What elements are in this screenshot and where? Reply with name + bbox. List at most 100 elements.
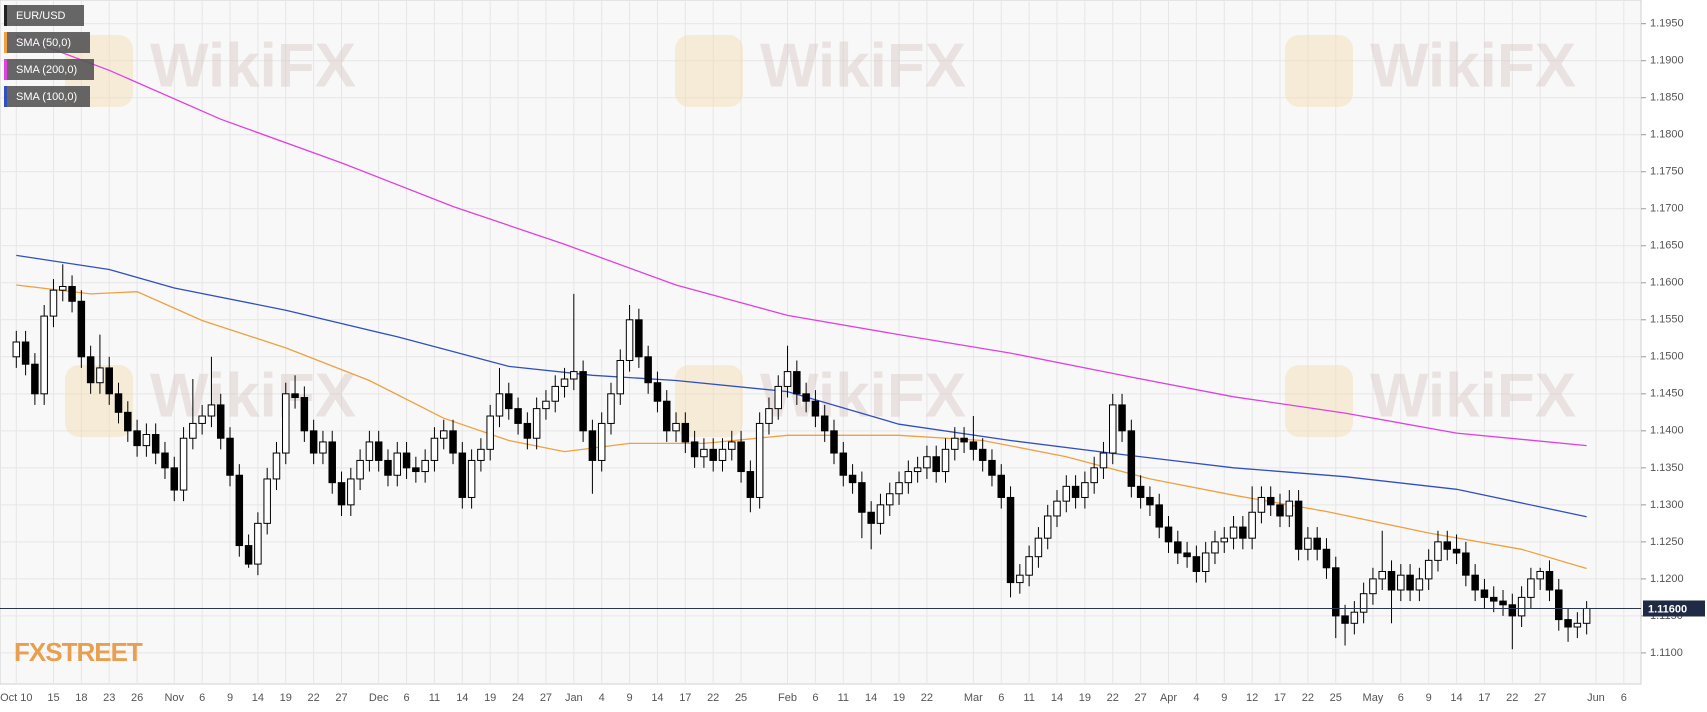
candle-body xyxy=(161,452,169,469)
candle-body xyxy=(282,393,290,454)
candle-body xyxy=(969,441,978,450)
candle-body xyxy=(133,430,141,447)
current-price-box xyxy=(1643,600,1705,617)
candle-body xyxy=(597,422,606,461)
x-tick-label: 11 xyxy=(838,692,849,704)
candle-body xyxy=(1499,600,1507,606)
candle-body xyxy=(904,471,913,484)
legend-label: SMA (200,0) xyxy=(16,64,77,76)
candle-body xyxy=(142,434,151,447)
candle-body xyxy=(523,422,532,439)
candle-body xyxy=(1164,526,1173,543)
marks xyxy=(0,34,1641,650)
x-tick-label: Feb xyxy=(778,692,797,704)
candle-body xyxy=(941,448,950,473)
x-tick-label: 4 xyxy=(1193,692,1199,704)
x-tick-label: 22 xyxy=(308,692,320,704)
x-tick-label: 14 xyxy=(1450,692,1462,704)
candle-body xyxy=(439,430,448,439)
watermark-logo xyxy=(675,35,743,107)
legend-box xyxy=(4,59,94,80)
y-tick-label: 1.1700 xyxy=(1650,203,1684,215)
candle-body xyxy=(700,448,708,458)
candle-body xyxy=(216,404,225,439)
candle-body xyxy=(988,459,996,476)
candle-body xyxy=(681,422,690,443)
candle-body xyxy=(718,448,727,461)
candle-body xyxy=(728,441,736,450)
logo: FXSTREET xyxy=(14,637,143,667)
candle-body xyxy=(1239,526,1247,539)
x-tick-label: 22 xyxy=(1506,692,1518,704)
candle-body xyxy=(1564,619,1572,628)
candle-body xyxy=(12,341,21,358)
x-tick-label: Jan xyxy=(565,692,583,704)
candle-body xyxy=(923,456,931,469)
x-tick-label: 22 xyxy=(921,692,933,704)
x-tick-label: 19 xyxy=(1079,692,1091,704)
candle-body xyxy=(291,393,299,399)
candle-body xyxy=(170,467,179,491)
candle-body xyxy=(77,300,86,358)
y-tick-label: 1.1350 xyxy=(1650,462,1684,474)
candle-body xyxy=(635,319,643,358)
candle-body xyxy=(1397,574,1405,591)
y-tick-label: 1.1750 xyxy=(1650,166,1684,178)
sma-line xyxy=(16,34,1587,447)
candle-body xyxy=(1276,504,1284,517)
candle-body xyxy=(1434,541,1442,561)
candle-body xyxy=(1248,511,1256,539)
candle-body xyxy=(1043,515,1052,539)
candle-body xyxy=(1053,500,1061,517)
watermark: WikiFX xyxy=(150,31,356,100)
x-tick-label: Oct 10 xyxy=(0,692,32,704)
candle-body xyxy=(765,408,773,424)
candle-body xyxy=(1155,504,1163,528)
candle-body xyxy=(1332,567,1340,617)
candle-body xyxy=(653,382,662,402)
candle-body xyxy=(300,397,309,432)
candle-body xyxy=(1229,526,1238,539)
candle-body xyxy=(1192,556,1201,572)
candle-body xyxy=(86,356,95,384)
x-tick-label: 14 xyxy=(252,692,264,704)
candle-body xyxy=(105,367,113,395)
x-tick-label: 9 xyxy=(1426,692,1432,704)
candle-body xyxy=(820,415,829,432)
x-tick-label: 9 xyxy=(1221,692,1227,704)
candle-body xyxy=(783,371,792,387)
x-tick-label: 14 xyxy=(456,692,468,704)
candle-body xyxy=(477,448,485,461)
candle-body xyxy=(1285,500,1294,517)
y-tick-label: 1.1650 xyxy=(1650,240,1684,252)
x-tick-label: 27 xyxy=(540,692,552,704)
candle-body xyxy=(1118,404,1126,432)
candle-body xyxy=(421,459,429,473)
candle-body xyxy=(486,415,494,450)
watermark: WikiFX xyxy=(150,361,356,430)
x-tick-label: 9 xyxy=(227,692,233,704)
candle-body xyxy=(1471,574,1479,591)
candle-body xyxy=(746,471,755,498)
x-tick-label: Dec xyxy=(369,692,389,704)
y-tick-label: 1.1450 xyxy=(1650,388,1684,400)
x-tick-label: 24 xyxy=(512,692,524,704)
x-tick-label: 27 xyxy=(335,692,347,704)
legend-box xyxy=(4,86,90,107)
candle-body xyxy=(1424,559,1433,580)
x-tick-label: 6 xyxy=(1398,692,1404,704)
candle-body xyxy=(337,482,346,506)
y-tick-label: 1.1850 xyxy=(1650,92,1684,104)
candle-body xyxy=(978,448,987,461)
candle-body xyxy=(356,459,364,480)
candle-body xyxy=(244,545,253,565)
candle-body xyxy=(514,408,522,424)
x-tick-label: Nov xyxy=(164,692,184,704)
x-tick-label: 14 xyxy=(1051,692,1063,704)
candle-body xyxy=(1313,537,1321,550)
axes: 1.11001.11501.12001.12501.13001.13501.14… xyxy=(0,18,1705,704)
x-tick-label: 6 xyxy=(812,692,818,704)
y-tick-label: 1.1800 xyxy=(1650,129,1684,141)
candle-body xyxy=(189,422,197,439)
